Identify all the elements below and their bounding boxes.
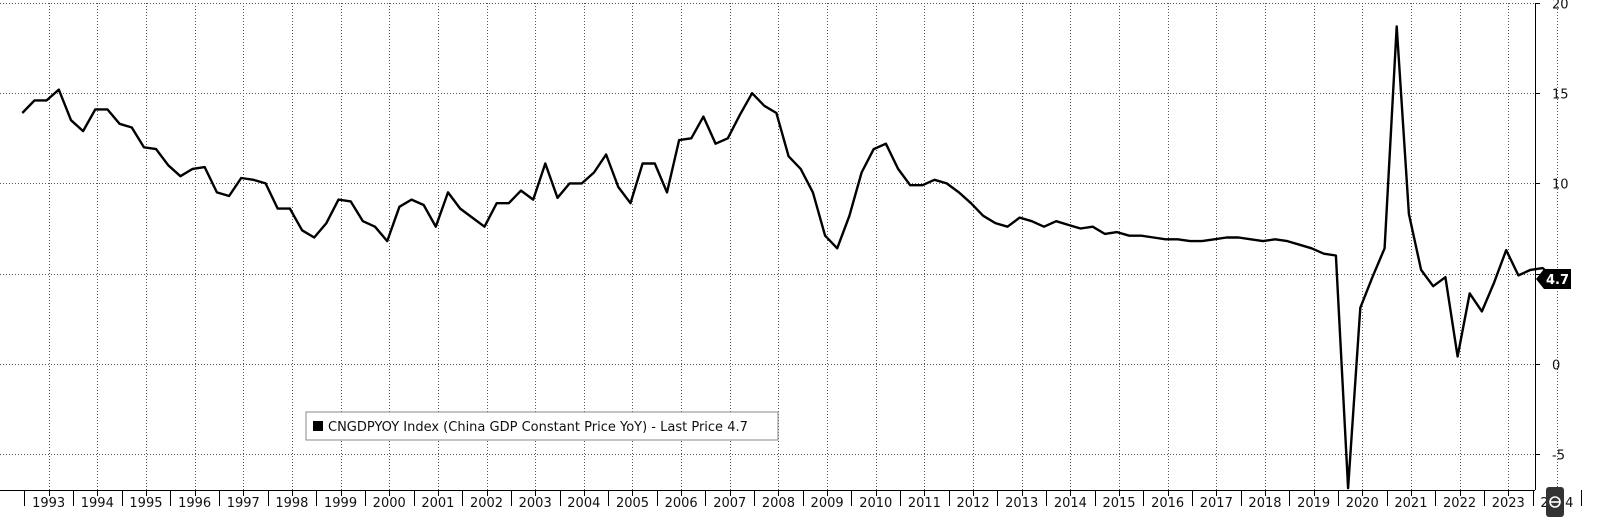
x-tick-label: 2017 bbox=[1200, 496, 1233, 511]
grid bbox=[0, 3, 1558, 490]
x-tick-label: 2010 bbox=[859, 496, 892, 511]
x-tick-label: 1998 bbox=[275, 496, 308, 511]
x-tick-label: 2023 bbox=[1492, 496, 1525, 511]
y-tick-label: 20 bbox=[1552, 0, 1569, 13]
y-tick-label: 15 bbox=[1552, 88, 1569, 103]
x-tick-label: 2014 bbox=[1054, 496, 1087, 511]
x-tick-label: 1999 bbox=[324, 496, 357, 511]
x-tick-label: 2012 bbox=[957, 496, 990, 511]
x-tick-label: 2003 bbox=[519, 496, 552, 511]
x-tick-label: 2011 bbox=[908, 496, 941, 511]
y-tick-label: 0 bbox=[1552, 359, 1560, 374]
series-layer bbox=[21, 25, 1556, 490]
x-tick-label: 2002 bbox=[470, 496, 503, 511]
legend-box bbox=[305, 411, 779, 441]
legend-label: CNGDPYOY Index (China GDP Constant Price… bbox=[328, 420, 748, 435]
x-tick-label: 2018 bbox=[1248, 496, 1281, 511]
x-tick-label: 2020 bbox=[1346, 496, 1379, 511]
x-tick-label: 2000 bbox=[373, 496, 406, 511]
x-tick-label: 1994 bbox=[81, 496, 114, 511]
x-tick-label: 2021 bbox=[1394, 496, 1427, 511]
x-tick-label: 2006 bbox=[665, 496, 698, 511]
x-tick-label: 2005 bbox=[616, 496, 649, 511]
legend-swatch bbox=[313, 421, 323, 431]
x-tick-label: 2004 bbox=[567, 496, 600, 511]
x-tick-label: 2001 bbox=[421, 496, 454, 511]
x-tick-label: 2013 bbox=[1005, 496, 1038, 511]
x-tick-label: 2022 bbox=[1443, 496, 1476, 511]
x-tick-label: 2016 bbox=[1151, 496, 1184, 511]
corner-icon[interactable] bbox=[1546, 487, 1564, 517]
legend: CNGDPYOY Index (China GDP Constant Price… bbox=[305, 411, 779, 441]
last-price-label: 4.7 bbox=[1546, 273, 1569, 288]
x-tick-label: 2007 bbox=[713, 496, 746, 511]
x-tick-label: 1993 bbox=[32, 496, 65, 511]
x-tick-label: 1996 bbox=[178, 496, 211, 511]
x-tick-label: 1995 bbox=[129, 496, 162, 511]
x-tick-label: 2008 bbox=[762, 496, 795, 511]
y-tick-label: -5 bbox=[1552, 449, 1565, 464]
gdp-series-line bbox=[21, 25, 1556, 490]
x-tick-label: 2015 bbox=[1102, 496, 1135, 511]
x-tick-label: 1997 bbox=[227, 496, 260, 511]
last-price-tag bbox=[1536, 268, 1571, 289]
y-tick-label: 10 bbox=[1552, 178, 1569, 193]
x-tick-label: 2009 bbox=[811, 496, 844, 511]
last-price-marker: 4.7 bbox=[1536, 268, 1571, 289]
x-tick-label: 2019 bbox=[1297, 496, 1330, 511]
